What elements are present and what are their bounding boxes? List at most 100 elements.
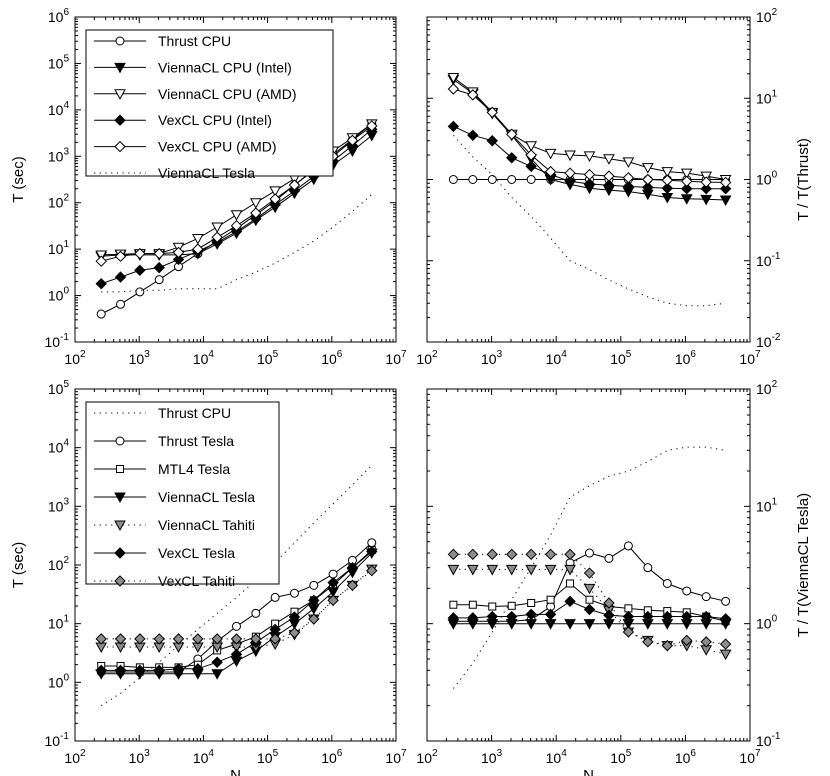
x-tick-label-exponent: 4 bbox=[561, 748, 567, 759]
x-tick-label-exponent: 6 bbox=[690, 349, 696, 360]
data-point bbox=[309, 580, 319, 590]
data-point bbox=[250, 207, 262, 219]
data-point bbox=[269, 186, 281, 197]
y-tick-label-base: 10 bbox=[48, 241, 64, 257]
data-point bbox=[269, 199, 281, 211]
axes-frame bbox=[74, 16, 397, 343]
data-point bbox=[681, 183, 693, 195]
data-point bbox=[525, 564, 538, 576]
legend-marker bbox=[114, 520, 126, 532]
data-point bbox=[719, 638, 732, 650]
data-point bbox=[288, 185, 301, 197]
x-tick-label: 104 bbox=[193, 349, 215, 367]
data-point bbox=[447, 83, 460, 95]
x-tick-label-base: 10 bbox=[546, 351, 562, 367]
data-point bbox=[583, 151, 596, 162]
data-point bbox=[250, 633, 262, 645]
data-point bbox=[642, 610, 654, 623]
data-point bbox=[231, 621, 241, 631]
y-tick-label: 104 bbox=[48, 438, 70, 456]
data-point bbox=[680, 168, 693, 180]
data-point bbox=[680, 194, 693, 205]
y-tick-label-exponent: -1 bbox=[60, 332, 69, 343]
data-point bbox=[211, 222, 224, 234]
y-tick-label: 10-1 bbox=[756, 251, 781, 269]
data-point bbox=[211, 231, 223, 243]
data-point bbox=[230, 219, 243, 232]
y-tick-label-base: 10 bbox=[48, 498, 64, 514]
data-point bbox=[153, 261, 165, 274]
data-point bbox=[468, 600, 477, 609]
data-point bbox=[211, 669, 224, 680]
x-tick-label: 107 bbox=[739, 748, 761, 766]
x-tick-label: 107 bbox=[739, 349, 761, 367]
legend-entry: VexCL CPU (AMD) bbox=[158, 139, 277, 155]
x-tick-label-base: 10 bbox=[64, 351, 80, 367]
data-point bbox=[719, 176, 732, 189]
y-tick-label-base: 10 bbox=[45, 733, 61, 749]
x-tick-label-base: 10 bbox=[739, 750, 755, 766]
panel-top-left: 102 103 104 105 106 10710-1100101102103104105… bbox=[10, 7, 407, 367]
x-tick-label-exponent: 6 bbox=[337, 349, 343, 360]
legend-entry: ViennaCL CPU (AMD) bbox=[158, 86, 297, 102]
data-point bbox=[544, 148, 557, 160]
x-axis-label: N bbox=[230, 767, 241, 776]
panel-bottom-left: 102 103 104 105 106 10710-1100101102103104105… bbox=[10, 379, 407, 776]
x-tick-label-base: 10 bbox=[675, 351, 691, 367]
x-tick-label: 106 bbox=[321, 748, 343, 766]
data-point bbox=[288, 627, 301, 639]
series-line bbox=[453, 134, 726, 307]
data-point bbox=[544, 564, 557, 576]
data-point bbox=[172, 253, 185, 266]
y-tick-label: 10-1 bbox=[756, 731, 781, 749]
data-point bbox=[366, 120, 378, 132]
legend-entry: MTL4 Tesla bbox=[158, 461, 230, 477]
data-point bbox=[681, 634, 693, 647]
y-tick-label: 100 bbox=[48, 672, 70, 690]
data-point bbox=[269, 633, 281, 645]
x-tick-label-base: 10 bbox=[321, 750, 337, 766]
x-tick-label: 103 bbox=[481, 748, 503, 766]
y-tick-label-exponent: 0 bbox=[63, 286, 69, 297]
y-tick-label-base: 10 bbox=[756, 381, 772, 397]
data-point bbox=[251, 608, 261, 618]
data-point bbox=[449, 600, 458, 609]
y-tick-label: 10-2 bbox=[756, 332, 781, 350]
y-tick-label-exponent: -2 bbox=[772, 332, 781, 343]
legend-entry: ViennaCL CPU (Intel) bbox=[158, 59, 292, 75]
data-point bbox=[486, 106, 498, 119]
y-axis-label: T / T(ViennaCL Tesla) bbox=[795, 493, 812, 637]
x-tick-label-base: 10 bbox=[416, 351, 432, 367]
legend-entry: ViennaCL Tahiti bbox=[158, 517, 255, 533]
y-tick-label-exponent: 1 bbox=[772, 88, 778, 99]
data-point bbox=[249, 198, 262, 209]
legend-marker bbox=[114, 575, 126, 587]
x-tick-label-base: 10 bbox=[481, 351, 497, 367]
y-tick-label: 103 bbox=[48, 146, 70, 164]
data-point bbox=[603, 179, 615, 191]
legend-entry: VexCL CPU (Intel) bbox=[158, 112, 272, 128]
data-point bbox=[172, 246, 185, 259]
data-point bbox=[95, 664, 107, 677]
data-point bbox=[114, 271, 127, 283]
data-point bbox=[135, 287, 145, 297]
data-point bbox=[506, 152, 518, 164]
y-tick-label: 101 bbox=[48, 239, 70, 257]
y-tick-label: 10-1 bbox=[45, 731, 70, 749]
data-point bbox=[488, 602, 497, 611]
data-point bbox=[447, 612, 460, 624]
data-point bbox=[527, 599, 536, 608]
data-point bbox=[192, 633, 204, 645]
x-tick-label-exponent: 6 bbox=[690, 748, 696, 759]
data-point bbox=[603, 609, 615, 621]
data-point bbox=[250, 213, 262, 225]
y-tick-label-base: 10 bbox=[48, 102, 64, 118]
y-tick-label-exponent: 0 bbox=[63, 672, 69, 683]
data-point bbox=[153, 664, 165, 677]
data-point bbox=[719, 183, 732, 195]
y-tick-label-exponent: 1 bbox=[63, 239, 69, 250]
data-point bbox=[154, 275, 164, 285]
x-tick-label-exponent: 7 bbox=[401, 349, 407, 360]
data-point bbox=[192, 243, 204, 255]
x-tick-label: 103 bbox=[481, 349, 503, 367]
